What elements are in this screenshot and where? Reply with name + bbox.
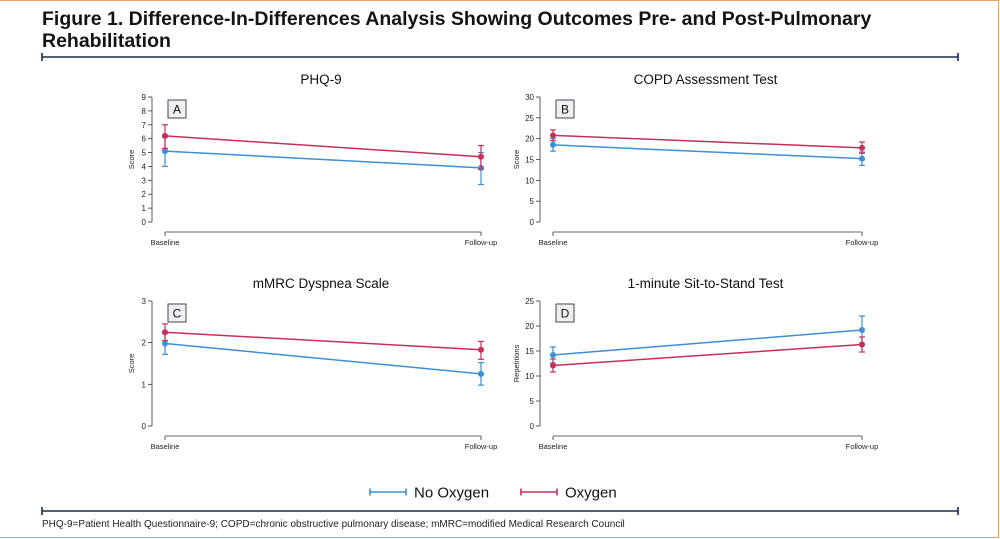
panel-a-label-box bbox=[167, 99, 187, 119]
panel-c-y-tick-label: 1 bbox=[142, 380, 147, 389]
panel-b-no-oxygen-point bbox=[859, 155, 865, 162]
panel-c-label: C bbox=[173, 307, 182, 321]
panel-a-y-tick-label: 6 bbox=[142, 135, 147, 144]
panel-c-no-oxygen-point bbox=[478, 370, 484, 377]
panel-a-y-tick-label: 4 bbox=[142, 162, 147, 171]
panel-c-oxygen-point bbox=[478, 346, 484, 353]
panel-a-oxygen-point bbox=[478, 153, 484, 160]
panel-b-y-tick-label: 20 bbox=[525, 135, 534, 144]
panel-b-oxygen-line bbox=[552, 134, 863, 149]
panel-d-y-label: Repetitions bbox=[512, 344, 521, 382]
legend-no-oxygen-label: No Oxygen bbox=[414, 485, 489, 502]
panel-a-y-tick-label: 9 bbox=[142, 93, 147, 102]
panel-d-oxygen-point bbox=[550, 362, 556, 369]
panel-a-no-oxygen-point bbox=[162, 148, 168, 155]
panel-c-no-oxygen-point bbox=[162, 340, 168, 347]
panel-d-oxygen-line bbox=[552, 343, 863, 367]
panel-b-title: COPD Assessment Test bbox=[634, 72, 778, 87]
panel-a-y-tick-label: 3 bbox=[142, 176, 147, 185]
panel-b-y-label: Score bbox=[512, 150, 521, 170]
panel-c-oxygen-point bbox=[162, 329, 168, 336]
panel-a-no-oxygen-line bbox=[164, 150, 482, 169]
panel-b-y-tick-label: 0 bbox=[530, 218, 535, 227]
panel-b-y-tick-label: 5 bbox=[530, 197, 535, 206]
panel-a-oxygen-point bbox=[162, 132, 168, 139]
panel-d-oxygen-point bbox=[859, 341, 865, 348]
panel-a-y-tick-label: 7 bbox=[142, 121, 147, 130]
panel-c-x-tick-label: Follow-up bbox=[465, 442, 498, 451]
panel-d-label: D bbox=[561, 307, 570, 321]
panel-a-label: A bbox=[173, 103, 181, 117]
panel-d-y-tick-label: 20 bbox=[525, 322, 534, 331]
panel-d-y-tick-label: 0 bbox=[530, 422, 535, 431]
panel-c-oxygen-line bbox=[164, 331, 482, 351]
panel-b-y-tick-label: 30 bbox=[525, 93, 534, 102]
panel-b-no-oxygen-line bbox=[552, 144, 863, 160]
panel-a-x-tick-label: Baseline bbox=[151, 238, 180, 247]
panel-a-oxygen-line bbox=[164, 135, 482, 158]
figure-footnote: PHQ-9=Patient Health Questionnaire-9; CO… bbox=[42, 519, 625, 530]
panel-c-title: mMRC Dyspnea Scale bbox=[253, 276, 390, 291]
panel-c-x-tick-label: Baseline bbox=[151, 442, 180, 451]
panel-d-y-tick-label: 25 bbox=[525, 297, 534, 306]
panel-b-y-tick-label: 15 bbox=[525, 156, 534, 165]
panel-a-y-tick-label: 8 bbox=[142, 107, 147, 116]
panel-b-oxygen-point bbox=[859, 144, 865, 151]
panel-d-no-oxygen-line bbox=[552, 329, 863, 356]
panel-c-label-box bbox=[167, 303, 187, 323]
panel-d-y-tick-label: 10 bbox=[525, 372, 534, 381]
panel-d-x-tick-label: Baseline bbox=[539, 442, 568, 451]
legend-oxygen-label: Oxygen bbox=[565, 485, 617, 502]
panel-d-y-tick-label: 15 bbox=[525, 347, 534, 356]
figure-title: Figure 1. Difference-In-Differences Anal… bbox=[42, 8, 872, 52]
panel-d-y-tick-label: 5 bbox=[530, 397, 535, 406]
panel-a-y-tick-label: 1 bbox=[142, 204, 147, 213]
panel-a-x-tick-label: Follow-up bbox=[465, 238, 498, 247]
panel-a-y-label: Score bbox=[127, 150, 136, 170]
panel-b-label-box bbox=[555, 99, 575, 119]
panel-c-no-oxygen-line bbox=[164, 342, 482, 375]
panel-b-oxygen-point bbox=[550, 132, 556, 139]
panel-a-y-tick-label: 5 bbox=[142, 149, 147, 158]
panel-d-label-box bbox=[555, 303, 575, 323]
panel-c-y-label: Score bbox=[127, 354, 136, 374]
panel-b-y-tick-label: 25 bbox=[525, 114, 534, 123]
panel-a-y-tick-label: 0 bbox=[142, 218, 147, 227]
panel-b-x-tick-label: Baseline bbox=[539, 238, 568, 247]
panel-d-no-oxygen-point bbox=[550, 352, 556, 358]
panel-b-no-oxygen-point bbox=[550, 141, 556, 148]
panel-b-label: B bbox=[561, 103, 569, 117]
panel-c-y-tick-label: 0 bbox=[142, 422, 147, 431]
panel-a-y-tick-label: 2 bbox=[142, 190, 147, 199]
panel-d-x-tick-label: Follow-up bbox=[846, 442, 879, 451]
panel-c-y-tick-label: 2 bbox=[142, 339, 147, 348]
panel-c-y-tick-label: 3 bbox=[142, 297, 147, 306]
panel-b-x-tick-label: Follow-up bbox=[846, 238, 879, 247]
panel-a-title: PHQ-9 bbox=[300, 72, 341, 87]
panel-b-y-tick-label: 10 bbox=[525, 176, 534, 185]
panel-d-no-oxygen-point bbox=[859, 327, 865, 333]
panel-d-title: 1-minute Sit-to-Stand Test bbox=[628, 276, 784, 291]
